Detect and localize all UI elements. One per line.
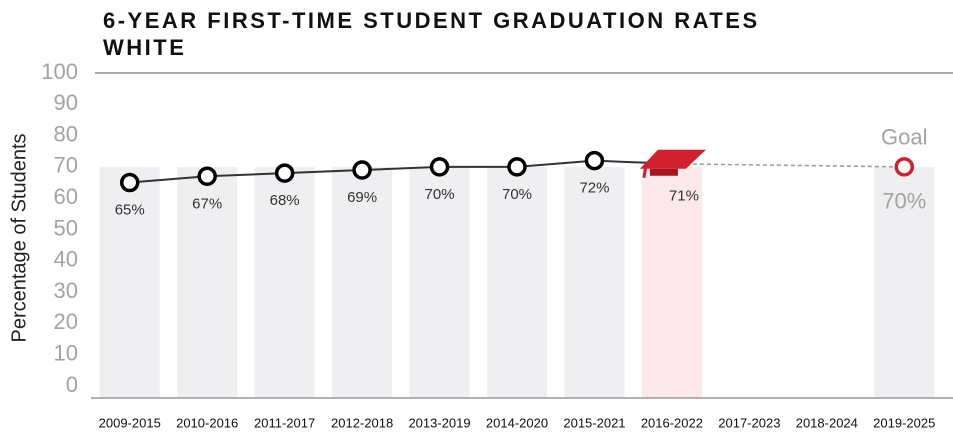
point [507,157,527,177]
x-tick-label: 2013-2019 [408,415,470,430]
y-tick-label: 10 [54,341,78,366]
goal-column [487,166,547,398]
chart-title: 6-YEAR FIRST-TIME STUDENT GRADUATION RAT… [103,8,760,33]
x-tick-label: 2017-2023 [718,415,780,430]
x-tick-label: 2011-2017 [254,415,315,430]
point [197,166,217,187]
y-tick-label: 90 [54,90,78,115]
goal-column [564,166,625,398]
y-tick-label: 60 [54,184,78,209]
goal-value-label: 70% [882,189,926,214]
value-label: 69% [347,189,377,206]
chart-subtitle: WHITE [103,35,186,60]
x-tick-label: 2009-2015 [99,415,161,430]
point [119,172,140,193]
value-label: 72% [579,180,609,197]
y-tick-label: 80 [54,121,78,146]
y-tick-label: 0 [66,372,78,397]
y-tick-label: 20 [54,309,78,334]
y-tick-label: 40 [54,247,78,272]
x-tick-label: 2010-2016 [176,415,238,430]
point [429,157,450,177]
cap-tassel [642,165,648,179]
cap-base [649,168,678,176]
goal-column [641,166,702,398]
line [129,159,672,184]
goal-column [409,166,470,398]
goal-column [177,166,238,398]
y-axis-label: Percentage of Students [8,133,30,342]
graduation-cap [639,149,706,179]
y-tick-label: 50 [54,215,78,240]
cap-top [639,149,706,169]
x-tick-label: 2014-2020 [486,415,548,430]
value-label: 70% [425,186,455,203]
goal-column [99,166,160,398]
goal-point [894,157,915,177]
x-tick-label: 2015-2021 [563,415,625,430]
dashed-goal-line [671,163,905,168]
value-label: 70% [502,186,532,203]
goal-column [254,166,315,398]
value-label: 71% [669,188,699,205]
goal-label: Goal [881,125,927,150]
y-tick-label: 70 [54,153,78,178]
goal-column [874,166,935,398]
x-tick-label: 2018-2024 [796,415,858,430]
goal-column [332,166,393,398]
value-label: 68% [270,192,300,209]
y-tick-label: 30 [54,278,78,303]
x-tick-label: 2012-2018 [331,415,393,430]
x-tick-label: 2016-2022 [641,415,703,430]
point [274,163,295,183]
value-label: 67% [192,195,222,212]
point [584,150,605,171]
x-tick-label: 2019-2025 [873,415,935,430]
y-tick-label: 100 [41,59,78,84]
value-label: 65% [115,202,145,219]
point [352,160,372,180]
